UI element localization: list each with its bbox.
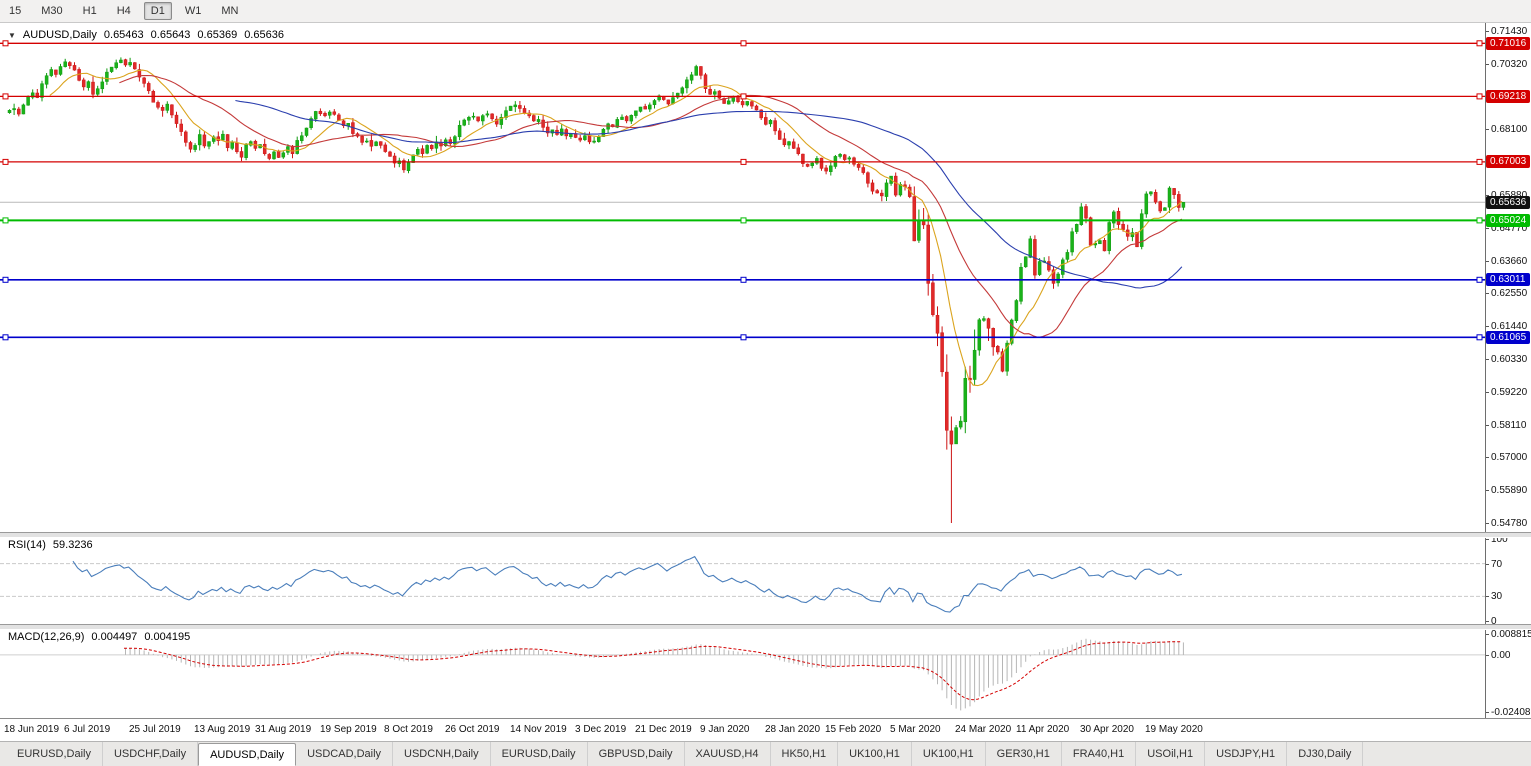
- price-tick-label: 0.64770: [1486, 223, 1527, 234]
- rsi-scale-label: 0: [1486, 616, 1497, 627]
- price-tick-label: 0.70320: [1486, 59, 1527, 70]
- chart-tab-usdcnh-daily[interactable]: USDCNH,Daily: [393, 742, 491, 766]
- chart-tab-gbpusd-daily[interactable]: GBPUSD,Daily: [588, 742, 685, 766]
- chart-tab-uk100-h1[interactable]: UK100,H1: [838, 742, 912, 766]
- price-tick-label: 0.63660: [1486, 256, 1527, 267]
- chart-tab-eurusd-daily[interactable]: EURUSD,Daily: [6, 742, 103, 766]
- level-price-label: 0.69218: [1486, 90, 1530, 103]
- date-tick-label: 8 Oct 2019: [384, 724, 433, 735]
- ohlc-high: 0.65643: [150, 29, 191, 41]
- price-scale[interactable]: 0.714300.703200.692100.681000.669900.658…: [1485, 23, 1531, 718]
- pane-divider[interactable]: [0, 624, 1531, 630]
- level-price-label: 0.61065: [1486, 331, 1530, 344]
- rsi-header: RSI(14) 59.3236: [8, 539, 93, 551]
- date-tick-label: 6 Jul 2019: [64, 724, 111, 735]
- timeframe-button-m30[interactable]: M30: [41, 5, 63, 17]
- ohlc-open: 0.65463: [103, 29, 144, 41]
- chart-tab-xauusd-h4[interactable]: XAUUSD,H4: [685, 742, 771, 766]
- main-chart-canvas[interactable]: [0, 23, 1486, 532]
- chart-tab-dj30-daily[interactable]: DJ30,Daily: [1287, 742, 1364, 766]
- rsi-scale-label: 100: [1486, 534, 1508, 545]
- timeframe-button-15[interactable]: 15: [9, 5, 22, 17]
- macd-scale-label: 0.00: [1486, 650, 1510, 661]
- date-tick-label: 19 Sep 2019: [320, 724, 377, 735]
- current-price-label: 0.65636: [1486, 196, 1530, 209]
- timeframe-button-h1[interactable]: H1: [82, 5, 97, 17]
- date-tick-label: 30 Apr 2020: [1080, 724, 1134, 735]
- timeframe-toolbar: 15 M30 H1 H4 D1 W1 MN: [0, 0, 1531, 23]
- date-tick-label: 14 Nov 2019: [510, 724, 567, 735]
- chart-tab-usoil-h1[interactable]: USOil,H1: [1136, 742, 1206, 766]
- chart-tab-audusd-daily[interactable]: AUDUSD,Daily: [198, 743, 297, 766]
- date-tick-label: 31 Aug 2019: [255, 724, 312, 735]
- price-tick-label: 0.54780: [1486, 518, 1527, 529]
- chart-symbol-period: AUDUSD,Daily: [22, 29, 97, 41]
- rsi-scale-label: 30: [1486, 591, 1502, 602]
- chart-tab-ger30-h1[interactable]: GER30,H1: [986, 742, 1062, 766]
- date-tick-label: 26 Oct 2019: [445, 724, 500, 735]
- date-tick-label: 9 Jan 2020: [700, 724, 750, 735]
- macd-header: MACD(12,26,9) 0.004497 0.004195: [8, 631, 190, 643]
- chart-tab-hk50-h1[interactable]: HK50,H1: [771, 742, 839, 766]
- date-tick-label: 28 Jan 2020: [765, 724, 821, 735]
- chart-tab-bar: EURUSD,Daily USDCHF,Daily AUDUSD,Daily USDC…: [0, 741, 1531, 766]
- date-tick-label: 11 Apr 2020: [1016, 724, 1070, 735]
- rsi-title: RSI(14): [8, 539, 46, 551]
- date-tick-label: 18 Jun 2019: [4, 724, 60, 735]
- ohlc-low: 0.65369: [197, 29, 238, 41]
- chart-tab-usdjpy-h1[interactable]: USDJPY,H1: [1205, 742, 1288, 766]
- price-tick-label: 0.55890: [1486, 485, 1527, 496]
- macd-title: MACD(12,26,9): [8, 631, 85, 643]
- price-tick-label: 0.68100: [1486, 124, 1527, 135]
- timeframe-button-mn[interactable]: MN: [221, 5, 239, 17]
- date-tick-label: 15 Feb 2020: [825, 724, 882, 735]
- price-tick-label: 0.61440: [1486, 321, 1527, 332]
- level-price-label: 0.65024: [1486, 214, 1530, 227]
- date-tick-label: 19 May 2020: [1145, 724, 1203, 735]
- level-price-label: 0.71016: [1486, 37, 1530, 50]
- price-tick-label: 0.65880: [1486, 190, 1527, 201]
- price-tick-label: 0.60330: [1486, 354, 1527, 365]
- chart-tab-usdchf-daily[interactable]: USDCHF,Daily: [103, 742, 199, 766]
- ohlc-close: 0.65636: [244, 29, 284, 41]
- timeframe-button-d1[interactable]: D1: [143, 2, 172, 20]
- date-tick-label: 25 Jul 2019: [129, 724, 181, 735]
- price-tick-label: 0.62550: [1486, 288, 1527, 299]
- level-price-label: 0.67003: [1486, 155, 1530, 168]
- date-tick-label: 5 Mar 2020: [890, 724, 941, 735]
- price-tick-label: 0.59220: [1486, 387, 1527, 398]
- date-tick-label: 24 Mar 2020: [955, 724, 1012, 735]
- macd-value-main: 0.004497: [91, 631, 138, 643]
- timeframe-button-w1[interactable]: W1: [184, 5, 202, 17]
- macd-scale-label: 0.008815: [1486, 629, 1531, 640]
- chart-tab-uk100-h1[interactable]: UK100,H1: [912, 742, 986, 766]
- price-tick-label: 0.71430: [1486, 26, 1527, 37]
- rsi-pane-canvas[interactable]: [0, 536, 1486, 624]
- chart-tab-usdcad-daily[interactable]: USDCAD,Daily: [296, 742, 394, 766]
- chart-tab-eurusd-daily[interactable]: EURUSD,Daily: [491, 742, 588, 766]
- pane-divider[interactable]: [0, 532, 1531, 538]
- rsi-scale-label: 70: [1486, 559, 1502, 570]
- price-tick-label: 0.57000: [1486, 452, 1527, 463]
- chart-tab-fra40-h1[interactable]: FRA40,H1: [1062, 742, 1137, 766]
- timeframe-button-h4[interactable]: H4: [116, 5, 131, 17]
- price-tick-label: 0.58110: [1486, 420, 1526, 431]
- macd-value-signal: 0.004195: [144, 631, 191, 643]
- macd-pane-canvas[interactable]: [0, 628, 1486, 718]
- rsi-value: 59.3236: [52, 539, 93, 551]
- date-tick-label: 21 Dec 2019: [635, 724, 692, 735]
- chart-ohlc-header: ▼ AUDUSD,Daily 0.65463 0.65643 0.65369 0…: [8, 29, 284, 41]
- date-tick-label: 13 Aug 2019: [194, 724, 251, 735]
- time-axis[interactable]: 18 Jun 2019 6 Jul 2019 25 Jul 2019 13 Aug 2…: [0, 718, 1531, 742]
- level-price-label: 0.63011: [1486, 273, 1530, 286]
- macd-scale-label: -0.02408: [1486, 707, 1530, 718]
- indicator-list-collapse-icon[interactable]: ▼: [8, 30, 16, 40]
- date-tick-label: 3 Dec 2019: [575, 724, 627, 735]
